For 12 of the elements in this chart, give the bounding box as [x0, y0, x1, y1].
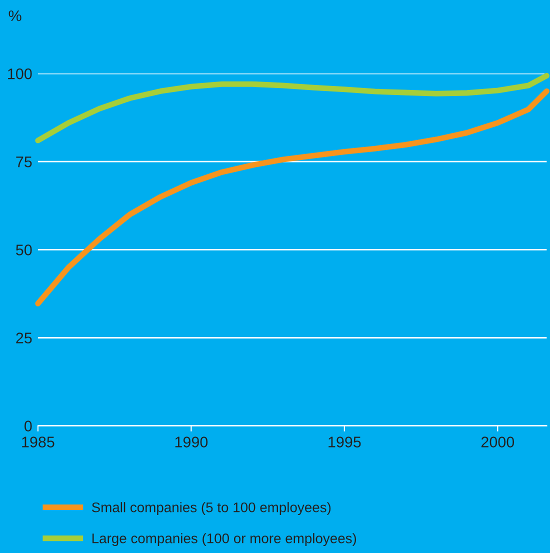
x-tick-label: 2000 [481, 436, 514, 448]
x-tick-label: 1995 [328, 436, 361, 448]
y-tick-label: 75 [16, 156, 32, 168]
x-tick-label: 1990 [175, 436, 208, 448]
y-tick-label: 0 [24, 420, 32, 432]
x-tick-label: 1985 [22, 436, 54, 448]
y-tick-label: 25 [16, 332, 32, 344]
y-tick-label: 100 [8, 68, 32, 80]
legend-label: Large companies (100 or more employees) [92, 533, 356, 546]
y-axis-title: % [8, 10, 22, 22]
y-tick-label: 50 [16, 244, 32, 256]
legend-label: Small companies (5 to 100 employees) [92, 502, 331, 516]
